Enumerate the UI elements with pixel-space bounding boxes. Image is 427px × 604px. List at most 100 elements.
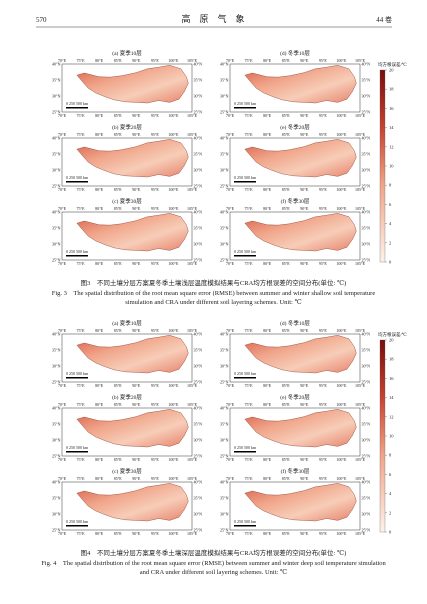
- lon-tick-label: 100°E: [336, 383, 347, 388]
- lon-tick-label: 95°E: [151, 457, 160, 462]
- lon-tick-label: 90°E: [132, 206, 141, 211]
- lat-tick-label: 25°N: [220, 258, 229, 263]
- lat-tick-label: 40°N: [220, 480, 229, 485]
- lon-tick-label: 85°E: [114, 206, 123, 211]
- lon-tick-label: 95°E: [319, 261, 328, 266]
- lat-tick-label: 30°N: [194, 242, 203, 247]
- colorbar-tick-label: 20: [389, 338, 394, 343]
- lon-tick-label: 100°E: [168, 132, 179, 137]
- lon-tick-label: 70°E: [58, 402, 67, 407]
- lat-tick-label: 30°N: [220, 242, 229, 247]
- lat-tick-label: 25°N: [194, 184, 203, 189]
- lat-tick-label: 35°N: [362, 422, 371, 427]
- lon-tick-label: 90°E: [132, 402, 141, 407]
- colorbar: [379, 69, 386, 263]
- lat-tick-label: 30°N: [52, 242, 61, 247]
- lon-tick-label: 75°E: [245, 383, 254, 388]
- lon-tick-label: 70°E: [226, 476, 235, 481]
- scale-bar: [66, 525, 88, 527]
- lon-tick-label: 90°E: [132, 261, 141, 266]
- lat-tick-label: 35°N: [52, 152, 61, 157]
- scale-bar: [66, 451, 88, 453]
- colorbar-label: 均方根误差/℃: [378, 61, 407, 68]
- lon-tick-label: 100°E: [336, 113, 347, 118]
- lon-tick-label: 85°E: [114, 113, 123, 118]
- lon-tick-label: 95°E: [319, 457, 328, 462]
- lon-tick-label: 90°E: [300, 531, 309, 536]
- lon-tick-label: 70°E: [226, 402, 235, 407]
- colorbar-tick-label: 16: [389, 376, 394, 381]
- colorbar-label: 均方根误差/℃: [378, 331, 407, 338]
- lon-tick-label: 90°E: [300, 328, 309, 333]
- colorbar-tick-label: 4: [389, 491, 392, 496]
- lon-tick-label: 85°E: [114, 457, 123, 462]
- lon-tick-label: 70°E: [58, 58, 67, 63]
- lon-tick-label: 80°E: [95, 58, 104, 63]
- lon-tick-label: 90°E: [300, 113, 309, 118]
- lon-tick-label: 90°E: [300, 476, 309, 481]
- lon-tick-label: 95°E: [319, 531, 328, 536]
- scale-bar: [66, 181, 88, 183]
- lat-tick-label: 25°N: [220, 528, 229, 533]
- lon-tick-label: 95°E: [319, 402, 328, 407]
- plateau-map: [76, 335, 189, 374]
- lon-tick-label: 95°E: [151, 328, 160, 333]
- lon-tick-label: 75°E: [245, 402, 254, 407]
- lat-tick-label: 25°N: [52, 528, 61, 533]
- lon-tick-label: 80°E: [95, 457, 104, 462]
- lat-tick-label: 35°N: [52, 348, 61, 353]
- lon-tick-label: 90°E: [132, 328, 141, 333]
- lat-tick-label: 40°N: [194, 406, 203, 411]
- lon-tick-label: 95°E: [319, 383, 328, 388]
- lon-tick-label: 75°E: [77, 58, 86, 63]
- lon-tick-label: 95°E: [151, 132, 160, 137]
- lat-tick-label: 25°N: [362, 184, 371, 189]
- lon-tick-label: 70°E: [58, 113, 67, 118]
- lon-tick-label: 95°E: [319, 132, 328, 137]
- lon-tick-label: 105°E: [355, 261, 366, 266]
- lon-tick-label: 85°E: [114, 328, 123, 333]
- lon-tick-label: 90°E: [300, 206, 309, 211]
- lat-tick-label: 40°N: [220, 62, 229, 67]
- lat-tick-label: 30°N: [194, 512, 203, 517]
- lat-tick-label: 30°N: [220, 438, 229, 443]
- lat-tick-label: 30°N: [220, 512, 229, 517]
- lon-tick-label: 75°E: [77, 457, 86, 462]
- lon-tick-label: 100°E: [168, 58, 179, 63]
- panel-label: (d) 冬季10层: [280, 319, 310, 327]
- lat-tick-label: 30°N: [362, 364, 371, 369]
- scale-label: 0 250 500 km: [234, 371, 257, 376]
- lon-tick-label: 75°E: [245, 476, 254, 481]
- lat-tick-label: 35°N: [220, 152, 229, 157]
- lat-tick-label: 35°N: [52, 226, 61, 231]
- lon-tick-label: 85°E: [282, 402, 291, 407]
- colorbar-tick-label: 10: [389, 434, 394, 439]
- lat-tick-label: 30°N: [194, 438, 203, 443]
- scale-label: 0 250 500 km: [66, 101, 89, 106]
- lat-tick-label: 35°N: [362, 226, 371, 231]
- lat-tick-label: 40°N: [194, 332, 203, 337]
- colorbar-tick-label: 14: [389, 395, 394, 400]
- lon-tick-label: 100°E: [168, 113, 179, 118]
- lon-tick-label: 100°E: [336, 457, 347, 462]
- panel-label: (d) 冬季10层: [280, 49, 310, 57]
- lat-tick-label: 30°N: [220, 364, 229, 369]
- lon-tick-label: 100°E: [336, 328, 347, 333]
- lon-tick-label: 90°E: [132, 457, 141, 462]
- scale-label: 0 250 500 km: [66, 371, 89, 376]
- lon-tick-label: 100°E: [336, 58, 347, 63]
- lon-tick-label: 85°E: [282, 132, 291, 137]
- lon-tick-label: 70°E: [58, 132, 67, 137]
- lon-tick-label: 100°E: [168, 328, 179, 333]
- lon-tick-label: 80°E: [95, 113, 104, 118]
- lon-tick-label: 100°E: [336, 402, 347, 407]
- panel-label: (e) 冬季20层: [280, 393, 310, 401]
- lon-tick-label: 80°E: [263, 187, 272, 192]
- lat-tick-label: 25°N: [52, 258, 61, 263]
- lon-tick-label: 105°E: [187, 457, 198, 462]
- lat-tick-label: 35°N: [362, 496, 371, 501]
- colorbar-tick-label: 2: [389, 240, 391, 245]
- colorbar-tick-label: 12: [389, 414, 394, 419]
- scale-bar: [66, 107, 88, 109]
- lon-tick-label: 95°E: [151, 402, 160, 407]
